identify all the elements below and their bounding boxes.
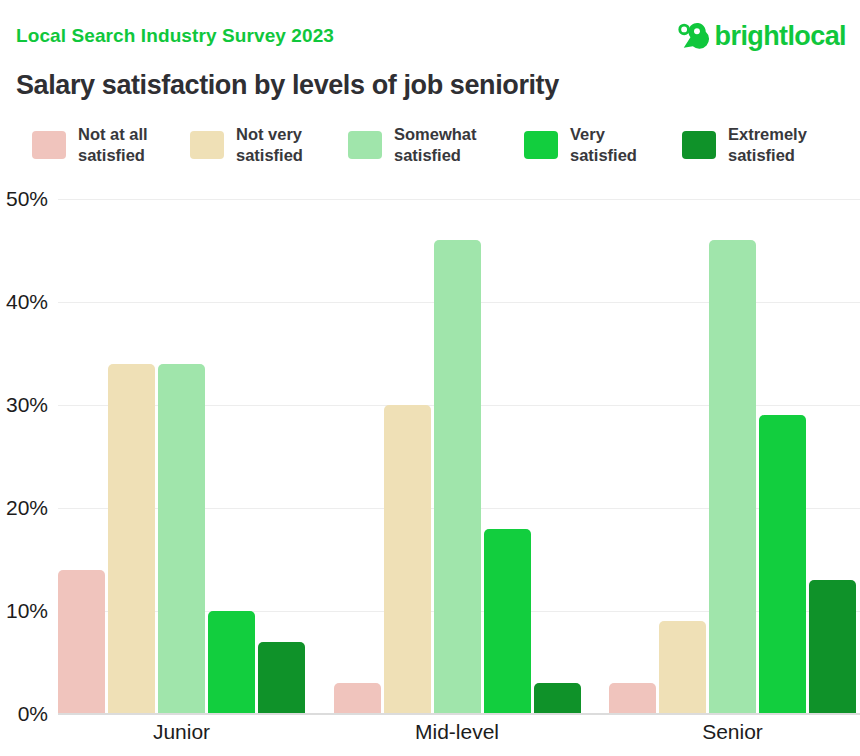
top-bar: Local Search Industry Survey 2023 bright… [16,20,846,52]
y-axis-tick-label: 20% [0,496,48,520]
bar-senior-extremely-satisfied [809,580,856,714]
legend-label: Extremely satisfied [728,124,828,165]
legend-swatch-somewhat-satisfied [348,131,382,159]
bar-senior-very-satisfied [759,415,806,714]
brightlocal-logo-text: brightlocal [715,21,846,52]
bar-group-junior [58,199,305,714]
legend-item-extremely-satisfied: Extremely satisfied [682,124,840,165]
chart-legend: Not at all satisfied Not very satisfied So… [32,124,852,165]
legend-swatch-extremely-satisfied [682,131,716,159]
bar-mid-level-extremely-satisfied [534,683,581,714]
legend-label: Very satisfied [570,124,670,165]
chart-title: Salary satisfaction by levels of job sen… [16,70,559,101]
x-axis-label-senior: Senior [609,720,856,744]
bar-junior-extremely-satisfied [258,642,305,714]
legend-item-not-at-all-satisfied: Not at all satisfied [32,124,190,165]
survey-label: Local Search Industry Survey 2023 [16,25,334,47]
y-axis-tick-label: 10% [0,599,48,623]
legend-item-not-very-satisfied: Not very satisfied [190,124,348,165]
chart-page: Local Search Industry Survey 2023 bright… [0,0,860,756]
y-axis-tick-label: 0% [0,702,48,726]
legend-item-very-satisfied: Very satisfied [524,124,682,165]
bar-senior-not-very-satisfied [659,621,706,714]
bar-mid-level-somewhat-satisfied [434,240,481,714]
bar-group-mid-level [334,199,581,714]
bar-group-senior [609,199,856,714]
bar-mid-level-not-very-satisfied [384,405,431,714]
bar-junior-not-at-all-satisfied [58,570,105,714]
y-axis-tick-label: 30% [0,393,48,417]
legend-swatch-not-very-satisfied [190,131,224,159]
legend-label: Not at all satisfied [78,124,178,165]
bar-junior-very-satisfied [208,611,255,714]
x-axis-line [58,713,860,715]
legend-label: Not very satisfied [236,124,336,165]
x-axis-label-junior: Junior [58,720,305,744]
bar-senior-not-at-all-satisfied [609,683,656,714]
legend-item-somewhat-satisfied: Somewhat satisfied [348,124,524,165]
bar-mid-level-very-satisfied [484,529,531,714]
heart-pin-icon [676,20,710,52]
bar-senior-somewhat-satisfied [709,240,756,714]
y-axis-tick-label: 50% [0,187,48,211]
brightlocal-logo: brightlocal [676,20,846,52]
x-axis-label-mid-level: Mid-level [334,720,581,744]
bar-junior-somewhat-satisfied [158,364,205,714]
legend-swatch-very-satisfied [524,131,558,159]
legend-swatch-not-at-all-satisfied [32,131,66,159]
y-axis-tick-label: 40% [0,290,48,314]
bar-mid-level-not-at-all-satisfied [334,683,381,714]
bar-junior-not-very-satisfied [108,364,155,714]
bar-chart: 50%40%30%20%10%0%JuniorMid-levelSenior [0,199,860,714]
legend-label: Somewhat satisfied [394,124,494,165]
